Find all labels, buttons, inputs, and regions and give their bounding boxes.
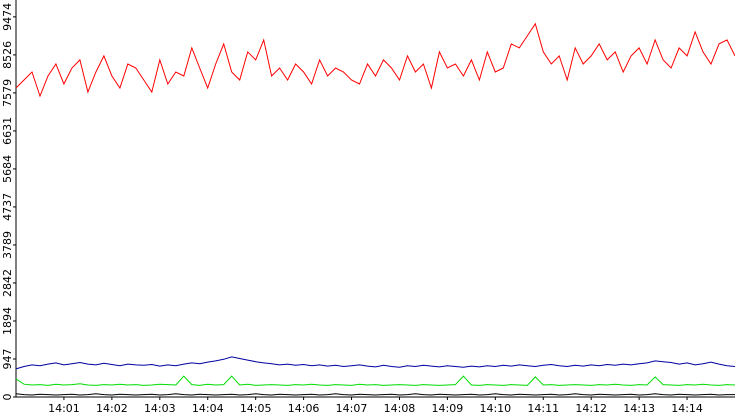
x-tick-label: 14:13 [623, 402, 655, 415]
series-line [15, 22, 735, 98]
x-tick-label: 14:05 [240, 402, 272, 415]
y-tick-label: 7579 [1, 79, 14, 107]
series-line [15, 375, 735, 386]
series-line [15, 393, 735, 396]
y-tick-label: 1894 [1, 307, 14, 335]
y-tick-label: 2842 [1, 269, 14, 297]
x-tick-label: 14:09 [432, 402, 464, 415]
x-tick-label: 14:06 [288, 402, 320, 415]
x-tick-label: 14:04 [192, 402, 224, 415]
y-tick-label: 9474 [1, 3, 14, 31]
x-tick-label: 14:08 [384, 402, 416, 415]
x-tick-label: 14:02 [96, 402, 128, 415]
x-tick-label: 14:01 [48, 402, 80, 415]
x-tick-label: 14:11 [527, 402, 559, 415]
x-tick-label: 14:10 [479, 402, 511, 415]
y-tick-label: 5684 [1, 155, 14, 183]
x-tick-label: 14:03 [144, 402, 176, 415]
y-tick-label: 4737 [1, 193, 14, 221]
y-tick-label: 0 [1, 394, 14, 401]
y-tick-label: 6631 [1, 117, 14, 145]
y-tick-label: 947 [1, 349, 14, 370]
x-tick-label: 14:07 [336, 402, 368, 415]
y-tick-label: 3789 [1, 231, 14, 259]
y-tick-label: 8526 [1, 41, 14, 69]
x-tick-label: 14:12 [575, 402, 607, 415]
series-line [15, 356, 735, 370]
x-tick-label: 14:14 [671, 402, 703, 415]
